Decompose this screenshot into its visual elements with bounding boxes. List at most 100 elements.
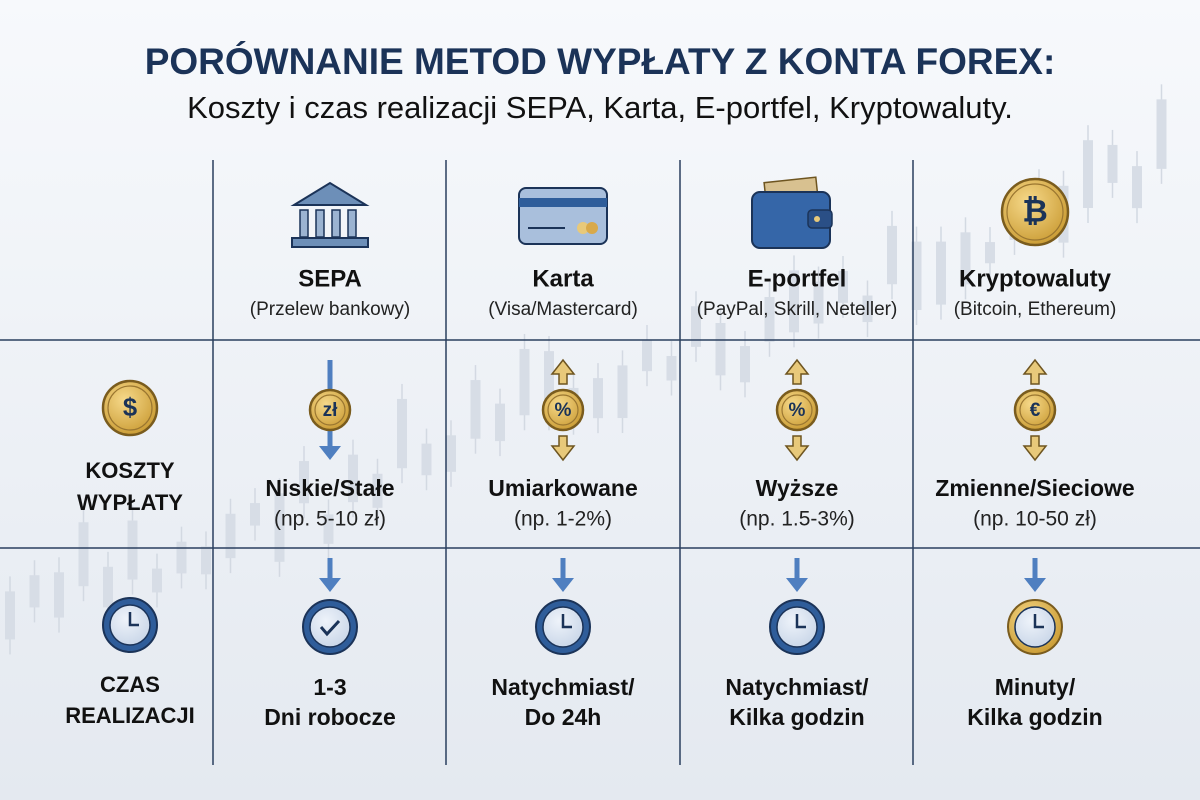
coin-icon: % (541, 388, 585, 432)
candle (911, 241, 922, 311)
candle (789, 270, 799, 333)
candle (5, 591, 15, 640)
candle (274, 493, 285, 562)
clock-icon (535, 599, 591, 655)
hands (128, 612, 139, 627)
candle (348, 454, 358, 503)
coin-symbol: ₿ (1022, 193, 1048, 228)
row-label: REALIZACJI (65, 703, 195, 728)
candle (78, 522, 89, 587)
clasp-dot (814, 216, 820, 222)
check (319, 619, 341, 637)
column-sub: (Visa/Mastercard) (488, 299, 638, 320)
candle (421, 443, 432, 476)
candle (519, 348, 530, 416)
coin-rim (107, 385, 153, 431)
coin (1013, 388, 1057, 432)
time-line: 1-3 (313, 674, 346, 700)
coin-icon: $ (101, 379, 159, 437)
coin (775, 388, 819, 432)
cost-main: Zmienne/Sieciowe (935, 475, 1134, 501)
candle (152, 568, 162, 593)
time-line: Dni robocze (264, 704, 396, 730)
coin-symbol: % (789, 400, 806, 421)
candle (495, 403, 505, 442)
hands (1033, 614, 1044, 629)
row-label: KOSZTY (85, 458, 175, 483)
coin (101, 379, 159, 437)
candle (446, 435, 456, 472)
clock-icon (102, 597, 158, 653)
card-dot (577, 222, 589, 234)
title: PORÓWNANIE METOD WYPŁATY Z KONTA FOREX: (145, 40, 1056, 82)
column-name: Karta (532, 265, 594, 292)
coin-symbol: % (555, 400, 572, 421)
candle (54, 572, 64, 618)
column-sub: (PayPal, Skrill, Neteller) (697, 299, 898, 320)
candle (103, 566, 113, 608)
candle (544, 351, 554, 416)
coin-symbol: zł (323, 400, 339, 421)
candle (201, 546, 211, 575)
candle (1107, 144, 1118, 183)
arrow-head (1024, 578, 1046, 592)
cost-main: Umiarkowane (488, 475, 638, 501)
coin (308, 388, 352, 432)
candle (764, 297, 775, 342)
cost-main: Wyższe (756, 475, 839, 501)
card-dot (586, 222, 598, 234)
hands (795, 614, 806, 629)
candle (617, 365, 628, 419)
arrow-up (550, 358, 576, 385)
candle (225, 513, 236, 559)
coin-rim (1019, 394, 1051, 426)
candle (691, 306, 701, 347)
cost-sub: (np. 5-10 zł) (274, 508, 386, 531)
candle (1156, 99, 1167, 169)
candle (470, 380, 481, 439)
coin (1000, 177, 1070, 247)
candle (1132, 166, 1142, 209)
candle (936, 241, 946, 305)
candle (299, 461, 309, 504)
arrow-down (784, 435, 810, 462)
coin-rim (314, 394, 346, 426)
clock-icon (769, 599, 825, 655)
column-sub: (Bitcoin, Ethereum) (954, 299, 1117, 320)
arrow-head (319, 578, 341, 592)
coin (541, 388, 585, 432)
arrow-up (1022, 358, 1048, 385)
card (518, 187, 608, 245)
arrow-down (1022, 435, 1048, 462)
coin-rim (547, 394, 579, 426)
pillar (315, 209, 325, 238)
cost-sub: (np. 1-2%) (514, 508, 612, 531)
cost-sub: (np. 1.5-3%) (739, 508, 855, 531)
coin-icon: ₿ (1000, 177, 1070, 247)
coin-rim (781, 394, 813, 426)
arrow-up (784, 358, 810, 385)
card-icon (518, 187, 608, 245)
row-label: CZAS (100, 672, 160, 697)
column-name: E-portfel (748, 265, 847, 292)
pillar (299, 209, 309, 238)
candle (250, 503, 260, 526)
candle (813, 281, 824, 324)
subtitle: Koszty i czas realizacji SEPA, Karta, E-… (187, 90, 1013, 125)
grid (0, 160, 1200, 765)
cost-sub: (np. 10-50 zł) (973, 508, 1097, 531)
candle (887, 225, 897, 285)
coin-icon: zł (308, 388, 352, 432)
column-sub: (Przelew bankowy) (250, 299, 411, 320)
candle (862, 295, 873, 323)
time-line: Kilka godzin (967, 704, 1102, 730)
coin-icon: € (1013, 388, 1057, 432)
coin-rim (1006, 183, 1064, 241)
candle (666, 356, 677, 381)
arrow-head (786, 578, 808, 592)
candle (397, 398, 407, 469)
clock-icon (302, 599, 358, 655)
